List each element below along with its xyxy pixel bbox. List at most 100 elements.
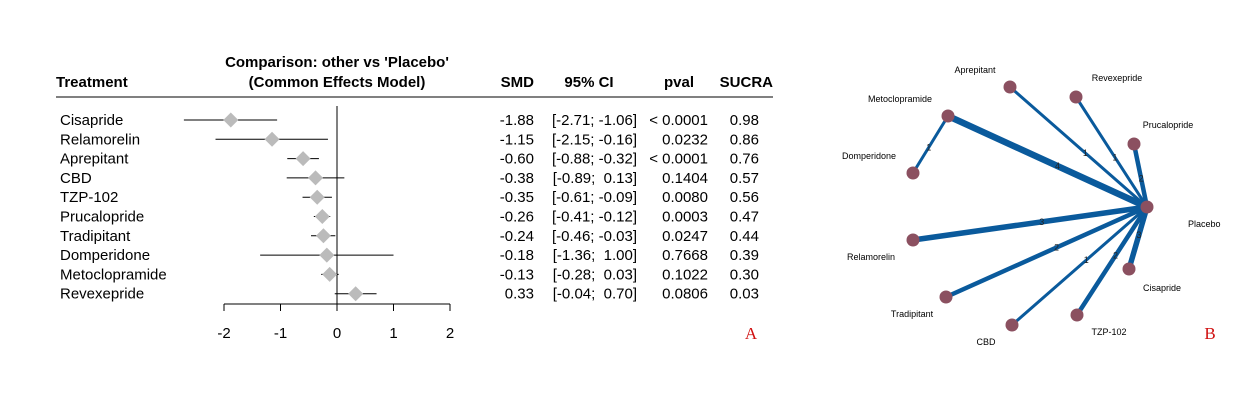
network-edge <box>943 204 1150 300</box>
row-sucra: 0.76 <box>730 151 759 168</box>
row-pval: 0.0080 <box>662 189 708 206</box>
node-label: Prucalopride <box>1143 120 1194 130</box>
network-node <box>1069 90 1083 104</box>
row-smd: -0.38 <box>500 170 534 187</box>
panel-label-a: A <box>745 324 758 343</box>
node-label: Revexepride <box>1092 73 1143 83</box>
row-smd: -0.13 <box>500 266 534 283</box>
header-pval: pval <box>664 74 694 91</box>
network-edge <box>1008 85 1149 209</box>
estimate-marker <box>223 112 239 128</box>
row-pval: < 0.0001 <box>649 112 708 129</box>
row-ci: [-0.46; -0.03] <box>552 228 637 245</box>
node-label: Placebo <box>1188 219 1221 229</box>
row-sucra: 0.98 <box>730 112 759 129</box>
edge-label: 1 <box>1083 148 1088 158</box>
estimate-marker <box>309 189 325 205</box>
edge-label: 1 <box>926 142 931 152</box>
network-node <box>906 233 920 247</box>
x-tick-label: -1 <box>274 325 287 342</box>
row-ci: [-0.61; -0.09] <box>552 189 637 206</box>
row-smd: 0.33 <box>505 286 534 303</box>
row-ci: [-1.36; 1.00] <box>553 247 637 264</box>
network-node <box>1127 137 1141 151</box>
forest-title-line1: Comparison: other vs 'Placebo' <box>225 54 449 71</box>
row-treatment: Aprepitant <box>60 151 129 168</box>
network-node <box>941 109 955 123</box>
forest-title-line2: (Common Effects Model) <box>249 74 426 91</box>
estimate-marker <box>322 266 338 282</box>
network-node <box>906 166 920 180</box>
row-treatment: Domperidone <box>60 247 150 264</box>
edge-label: 4 <box>1055 161 1060 171</box>
row-sucra: 0.57 <box>730 170 759 187</box>
row-treatment: Relamorelin <box>60 131 140 148</box>
node-label: CBD <box>976 337 996 347</box>
header-treatment: Treatment <box>56 74 128 91</box>
node-label: Tradipitant <box>891 309 934 319</box>
row-smd: -0.35 <box>500 189 534 206</box>
node-label: Aprepitant <box>954 65 996 75</box>
network-edge <box>1010 205 1149 327</box>
network-node <box>1140 200 1154 214</box>
network-node <box>939 290 953 304</box>
edge-label: 3 <box>1136 230 1141 240</box>
edge-label: 2 <box>1139 174 1144 184</box>
estimate-marker <box>319 247 335 263</box>
edge-label: 1 <box>1084 255 1089 265</box>
header-smd: SMD <box>501 74 535 91</box>
network-edge <box>944 112 1151 211</box>
network-node <box>1005 318 1019 332</box>
row-smd: -0.24 <box>500 228 534 245</box>
estimate-marker <box>295 151 311 167</box>
node-label: TZP-102 <box>1091 327 1126 337</box>
row-pval: 0.0003 <box>662 209 708 226</box>
network-edge <box>1074 95 1149 209</box>
network-plot: 4 1 1 1 2 3 3 2 1 2 Aprepitant Revexepride Metoclopr… <box>842 65 1221 347</box>
row-treatment: CBD <box>60 170 92 187</box>
node-label: Metoclopramide <box>868 94 932 104</box>
row-pval: 0.7668 <box>662 247 708 264</box>
row-smd: -0.26 <box>500 209 534 226</box>
row-smd: -1.15 <box>500 131 534 148</box>
estimate-marker <box>264 131 280 147</box>
row-treatment: Tradipitant <box>60 228 131 245</box>
row-pval: < 0.0001 <box>649 151 708 168</box>
row-treatment: Revexepride <box>60 286 144 303</box>
estimate-marker <box>308 170 324 186</box>
edge-label: 1 <box>1113 153 1118 163</box>
row-ci: [-0.28; 0.03] <box>553 266 637 283</box>
forest-rows: Cisapride -1.88 [-2.71; -1.06] < 0.0001 0.98… <box>60 112 759 303</box>
network-node <box>1003 80 1017 94</box>
node-label: Relamorelin <box>847 252 895 262</box>
x-tick-label: 1 <box>389 325 397 342</box>
row-sucra: 0.47 <box>730 209 759 226</box>
network-edge <box>911 114 950 175</box>
row-ci: [-0.88; -0.32] <box>552 151 637 168</box>
edge-label: 3 <box>1039 217 1044 227</box>
row-treatment: TZP-102 <box>60 189 118 206</box>
row-pval: 0.0806 <box>662 286 708 303</box>
row-smd: -0.18 <box>500 247 534 264</box>
row-sucra: 0.86 <box>730 131 759 148</box>
row-treatment: Prucalopride <box>60 209 144 226</box>
row-sucra: 0.03 <box>730 286 759 303</box>
row-pval: 0.0247 <box>662 228 708 245</box>
node-label: Cisapride <box>1143 283 1181 293</box>
x-tick-label: -2 <box>217 325 230 342</box>
row-smd: -1.88 <box>500 112 534 129</box>
network-edge <box>1074 204 1150 318</box>
row-ci: [-0.04; 0.70] <box>553 286 637 303</box>
row-ci: [-0.41; -0.12] <box>552 209 637 226</box>
header-ci: 95% CI <box>564 74 613 91</box>
row-sucra: 0.44 <box>730 228 759 245</box>
x-tick-label: 2 <box>446 325 454 342</box>
network-edge <box>910 204 1150 243</box>
header-sucra: SUCRA <box>720 74 774 91</box>
row-sucra: 0.56 <box>730 189 759 206</box>
row-pval: 0.1022 <box>662 266 708 283</box>
network-edge <box>1126 204 1150 272</box>
edge-label: 2 <box>1113 251 1118 261</box>
estimate-marker <box>314 209 330 224</box>
